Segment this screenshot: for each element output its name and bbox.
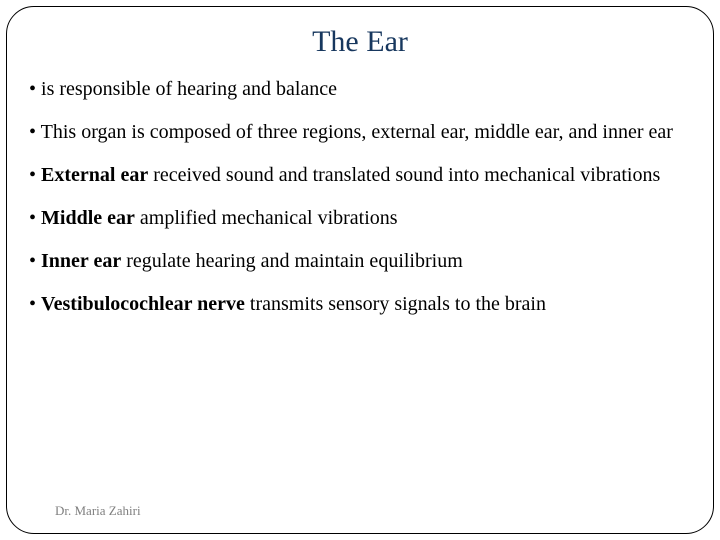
bullet-text: This organ is composed of three regions,… xyxy=(41,121,673,143)
bullet-marker: • xyxy=(29,250,36,272)
bullet-marker: • xyxy=(29,78,36,100)
bullet-list: • is responsible of hearing and balance … xyxy=(29,77,691,317)
bullet-marker: • xyxy=(29,207,36,229)
bullet-bold: External ear xyxy=(41,164,148,186)
slide-frame: The Ear • is responsible of hearing and … xyxy=(6,6,714,534)
bullet-item: • Middle ear amplified mechanical vibrat… xyxy=(29,206,691,231)
bullet-text: is responsible of hearing and balance xyxy=(41,78,337,100)
bullet-item: • is responsible of hearing and balance xyxy=(29,77,691,102)
bullet-bold: Middle ear xyxy=(41,207,135,229)
bullet-text: received sound and translated sound into… xyxy=(148,164,660,186)
bullet-marker: • xyxy=(29,293,36,315)
bullet-marker: • xyxy=(29,121,36,143)
footer-author: Dr. Maria Zahiri xyxy=(55,503,141,519)
bullet-text: transmits sensory signals to the brain xyxy=(245,293,546,315)
bullet-item: • External ear received sound and transl… xyxy=(29,163,691,188)
bullet-text: regulate hearing and maintain equilibriu… xyxy=(121,250,463,272)
bullet-item: • Vestibulocochlear nerve transmits sens… xyxy=(29,292,691,317)
bullet-item: • This organ is composed of three region… xyxy=(29,120,691,145)
bullet-marker: • xyxy=(29,164,36,186)
slide-title: The Ear xyxy=(29,25,691,59)
bullet-text: amplified mechanical vibrations xyxy=(135,207,398,229)
bullet-bold: Inner ear xyxy=(41,250,121,272)
bullet-item: • Inner ear regulate hearing and maintai… xyxy=(29,249,691,274)
bullet-bold: Vestibulocochlear nerve xyxy=(41,293,245,315)
